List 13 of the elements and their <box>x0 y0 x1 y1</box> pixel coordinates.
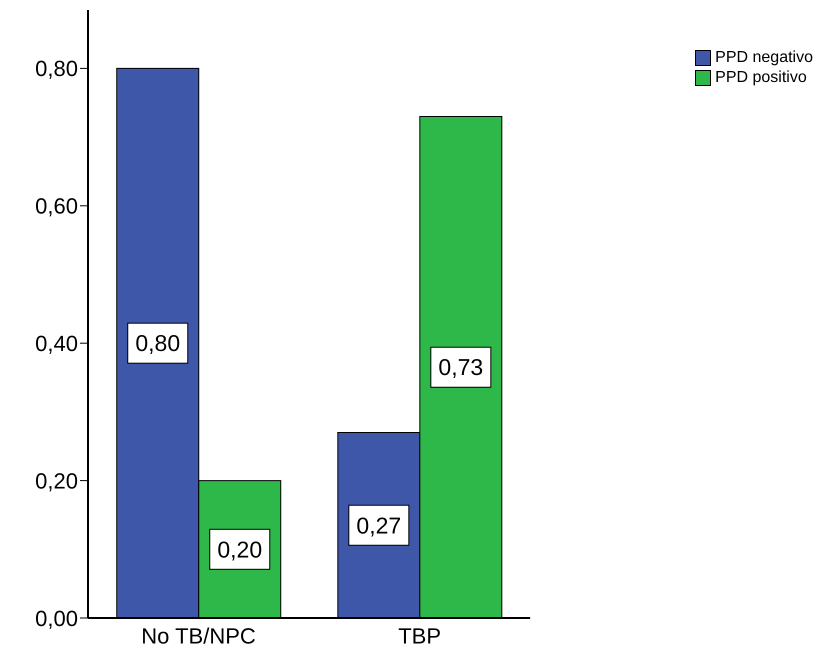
legend-label: PPD negativo <box>715 48 813 68</box>
data-label: 0,80 <box>135 330 180 356</box>
y-tick-label: 0,80 <box>35 56 78 82</box>
y-tick-label: 0,00 <box>35 606 78 631</box>
data-label: 0,73 <box>438 354 484 380</box>
legend-label: PPD positivo <box>715 68 807 88</box>
data-label: 0,20 <box>217 536 262 562</box>
y-tick-label: 0,20 <box>35 468 78 494</box>
x-tick-label: TBP <box>398 624 442 649</box>
y-tick-label: 0,40 <box>35 331 78 356</box>
y-tick-label: 0,60 <box>35 194 78 219</box>
data-label: 0,27 <box>356 512 402 538</box>
x-tick-label: No TB/NPC <box>141 624 256 649</box>
